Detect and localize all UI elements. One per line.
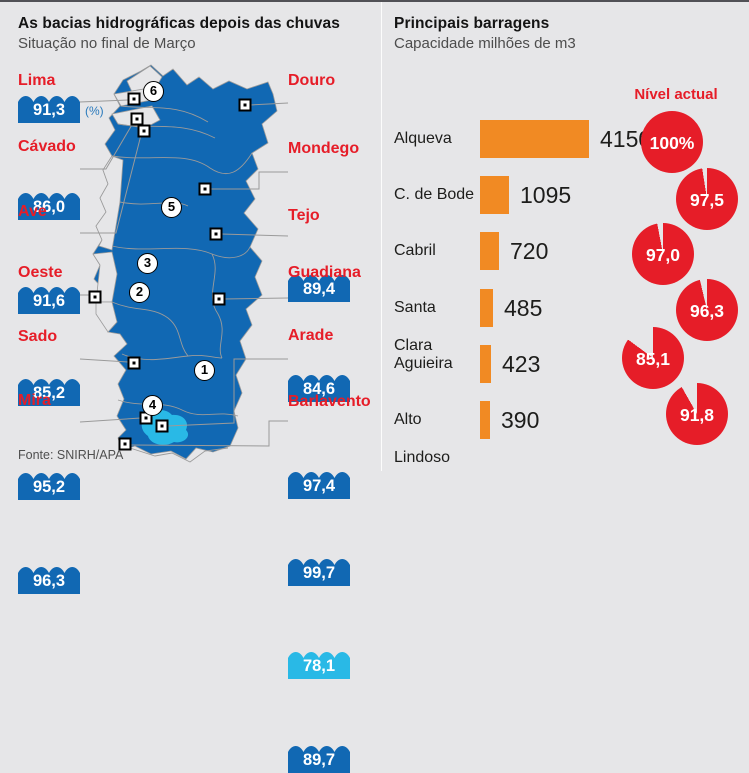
dam-name: C. de Bode (394, 186, 475, 203)
basin-value-tag-cavado: 86,0 (18, 190, 80, 220)
capacity-bar (480, 289, 493, 327)
basin-value-tag-oeste: 85,2 (18, 376, 80, 406)
level-column-header: Nível actual (634, 86, 718, 103)
gauge-marker-tejo (209, 227, 223, 241)
page-title: As bacias hidrográficas depois das chuva… (18, 15, 340, 32)
map-region-number: 5 (161, 197, 182, 218)
capacity-value: 485 (504, 295, 543, 321)
page-subtitle: Situação no final de Março (18, 35, 196, 52)
basin-label-mondego: Mondego (288, 140, 360, 157)
level-pie: 97,0 (632, 223, 694, 285)
bar-chart-title: Principais barragens (394, 15, 550, 32)
panel-divider (381, 2, 382, 471)
capacity-value: 1095 (520, 182, 572, 208)
capacity-bar (480, 401, 490, 439)
dam-name: Cabril (394, 242, 436, 259)
capacity-bar (480, 176, 509, 214)
water-wave-shape (288, 375, 350, 402)
basin-label-barlavento: Barlavento (288, 393, 371, 410)
level-pie: 97,5 (676, 168, 738, 230)
water-wave-shape (18, 287, 80, 314)
level-pie: 96,3 (676, 279, 738, 341)
gauge-marker-oeste (88, 290, 102, 304)
unit-note: (%) (85, 104, 104, 118)
basin-label-cavado: Cávado (18, 138, 76, 155)
gauge-marker-cavado (130, 112, 144, 126)
basin-label-guadiana: Guadiana (288, 264, 361, 281)
map-region-number: 4 (142, 395, 163, 416)
basin-value-tag-mondego: 84,6 (288, 372, 350, 402)
capacity-bar (480, 345, 491, 383)
map-region-number: 6 (143, 81, 164, 102)
water-wave-shape (18, 193, 80, 220)
gauge-marker-barlavento (118, 437, 132, 451)
basin-label-oeste: Oeste (18, 264, 63, 281)
gauge-marker-douro (238, 98, 252, 112)
basin-value-tag-lima: 91,3 (18, 93, 80, 123)
basin-label-arade: Arade (288, 327, 334, 344)
water-wave-shape (18, 379, 80, 406)
basin-label-mira: Mira (18, 392, 51, 409)
level-pie: 91,8 (666, 383, 728, 445)
basin-label-lima: Lima (18, 72, 56, 89)
level-pie: 100% (641, 111, 703, 173)
gauge-marker-sado (127, 356, 141, 370)
dam-name: Alqueva (394, 130, 452, 147)
water-wave-shape (18, 96, 80, 123)
capacity-value: 720 (510, 238, 549, 264)
basin-label-douro: Douro (288, 72, 336, 89)
basin-value-tag-guadiana: 99,7 (288, 556, 350, 586)
portugal-basins-map (79, 64, 289, 463)
basin-label-ave: Ave (18, 203, 47, 220)
capacity-bar (480, 232, 499, 270)
capacity-value: 423 (502, 351, 541, 377)
basin-label-sado: Sado (18, 328, 58, 345)
bar-chart-subtitle: Capacidade milhões de m3 (394, 35, 576, 52)
water-wave-shape (288, 275, 350, 302)
gauge-marker-lima (127, 92, 141, 106)
basin-value-tag-mira: 96,3 (18, 564, 80, 594)
basin-value-tag-barlavento: 89,7 (288, 743, 350, 773)
basin-value-tag-tejo: 97,4 (288, 469, 350, 499)
gauge-marker-guadiana (212, 292, 226, 306)
dam-name: Alto Lindoso (394, 411, 451, 466)
map-region-number: 2 (129, 282, 150, 303)
gauge-marker-ave (137, 124, 151, 138)
capacity-bar (480, 120, 589, 158)
gauge-marker-arade (155, 419, 169, 433)
basin-boundaries (111, 105, 253, 463)
gauge-markers (88, 92, 252, 451)
dam-name: Aguieira (394, 355, 453, 372)
map-region-number: 3 (137, 253, 158, 274)
gauge-marker-mondego (198, 182, 212, 196)
capacity-value: 390 (501, 407, 540, 433)
connector-lines (79, 99, 289, 447)
map-region-number: 1 (194, 360, 215, 381)
level-pie: 85,1 (622, 327, 684, 389)
source-credit: Fonte: SNIRH/APA (18, 448, 124, 462)
basin-value-tag-sado: 95,2 (18, 470, 80, 500)
dam-name: Santa Clara (394, 299, 436, 354)
basin-label-tejo: Tejo (288, 207, 320, 224)
basin-value-tag-douro: 89,4 (288, 272, 350, 302)
basin-value-tag-arade: 78,1 (288, 649, 350, 679)
basin-value-tag-ave: 91,6 (18, 284, 80, 314)
